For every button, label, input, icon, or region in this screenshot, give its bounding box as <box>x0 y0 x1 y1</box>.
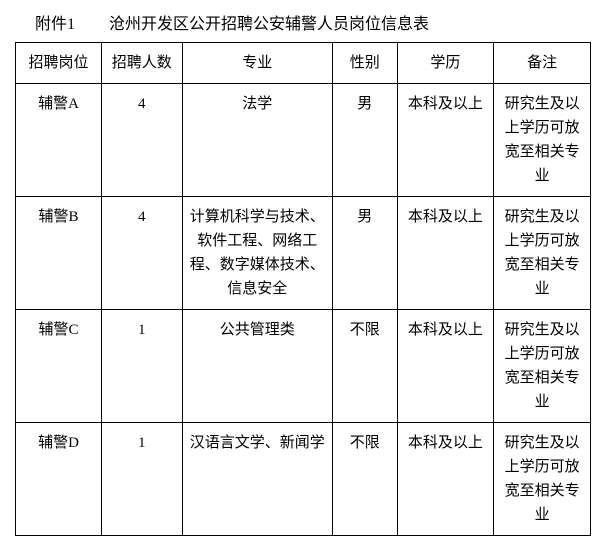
cell-education: 本科及以上 <box>397 84 494 197</box>
cell-education: 本科及以上 <box>397 310 494 423</box>
cell-remark: 研究生及以上学历可放宽至相关专业 <box>494 423 591 536</box>
table-body: 辅警A 4 法学 男 本科及以上 研究生及以上学历可放宽至相关专业 辅警B 4 … <box>16 84 591 536</box>
cell-count: 1 <box>101 423 182 536</box>
cell-education: 本科及以上 <box>397 423 494 536</box>
title-prefix: 附件1 <box>35 16 75 33</box>
header-gender: 性别 <box>333 43 397 84</box>
header-education: 学历 <box>397 43 494 84</box>
cell-major: 法学 <box>182 84 332 197</box>
cell-gender: 不限 <box>333 423 397 536</box>
cell-position: 辅警A <box>16 84 102 197</box>
table-row: 辅警A 4 法学 男 本科及以上 研究生及以上学历可放宽至相关专业 <box>16 84 591 197</box>
cell-position: 辅警C <box>16 310 102 423</box>
cell-gender: 男 <box>333 84 397 197</box>
cell-position: 辅警B <box>16 197 102 310</box>
cell-major: 汉语言文学、新闻学 <box>182 423 332 536</box>
cell-remark: 研究生及以上学历可放宽至相关专业 <box>494 84 591 197</box>
table-row: 辅警B 4 计算机科学与技术、软件工程、网络工程、数字媒体技术、信息安全 男 本… <box>16 197 591 310</box>
cell-count: 4 <box>101 197 182 310</box>
cell-major: 公共管理类 <box>182 310 332 423</box>
recruitment-table: 招聘岗位 招聘人数 专业 性别 学历 备注 辅警A 4 法学 男 本科及以上 研… <box>15 42 591 536</box>
cell-position: 辅警D <box>16 423 102 536</box>
header-remark: 备注 <box>494 43 591 84</box>
cell-education: 本科及以上 <box>397 197 494 310</box>
table-header-row: 招聘岗位 招聘人数 专业 性别 学历 备注 <box>16 43 591 84</box>
cell-remark: 研究生及以上学历可放宽至相关专业 <box>494 197 591 310</box>
title-main: 沧州开发区公开招聘公安辅警人员岗位信息表 <box>109 16 429 33</box>
header-major: 专业 <box>182 43 332 84</box>
cell-gender: 男 <box>333 197 397 310</box>
header-count: 招聘人数 <box>101 43 182 84</box>
cell-remark: 研究生及以上学历可放宽至相关专业 <box>494 310 591 423</box>
cell-count: 1 <box>101 310 182 423</box>
table-title: 附件1 沧州开发区公开招聘公安辅警人员岗位信息表 <box>15 10 591 34</box>
header-position: 招聘岗位 <box>16 43 102 84</box>
cell-gender: 不限 <box>333 310 397 423</box>
cell-count: 4 <box>101 84 182 197</box>
table-row: 辅警C 1 公共管理类 不限 本科及以上 研究生及以上学历可放宽至相关专业 <box>16 310 591 423</box>
table-row: 辅警D 1 汉语言文学、新闻学 不限 本科及以上 研究生及以上学历可放宽至相关专… <box>16 423 591 536</box>
cell-major: 计算机科学与技术、软件工程、网络工程、数字媒体技术、信息安全 <box>182 197 332 310</box>
